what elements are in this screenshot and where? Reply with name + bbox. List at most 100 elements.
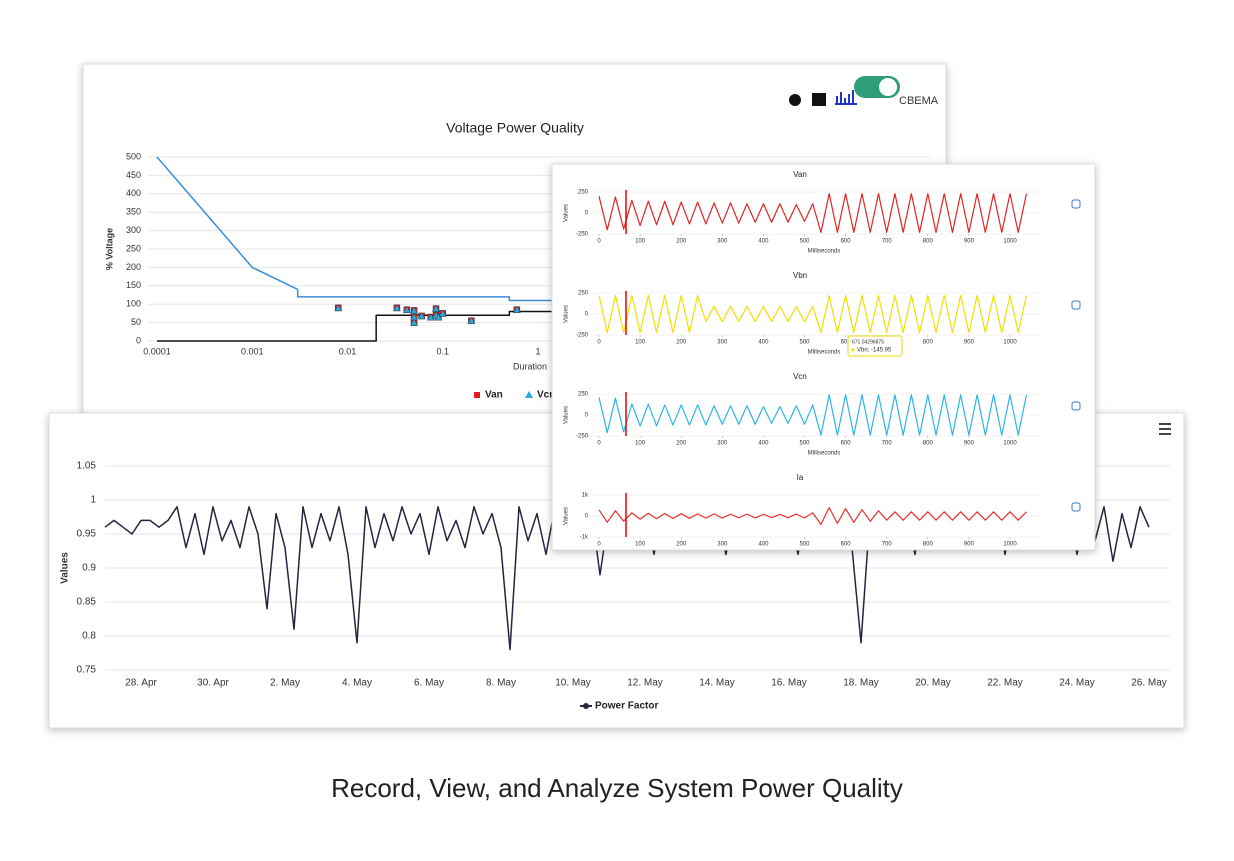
- series-toggle[interactable]: [1071, 502, 1081, 512]
- x-tick-label: 900: [964, 340, 975, 346]
- x-tick-label: 800: [923, 441, 934, 447]
- y-tick-label: 100: [126, 299, 141, 309]
- x-tick-label: 800: [923, 542, 934, 548]
- x-tick-label: 600: [841, 340, 852, 346]
- x-tick-label: 600: [841, 441, 852, 447]
- x-tick-label: 300: [717, 239, 728, 245]
- grid-icon[interactable]: [812, 93, 826, 106]
- chart-icon[interactable]: [835, 90, 857, 105]
- x-tick-label: 18. May: [843, 678, 879, 689]
- y-tick-label: 200: [126, 262, 141, 272]
- legend-label: Vcn: [537, 390, 555, 401]
- x-tick-label: 100: [635, 542, 646, 548]
- x-tick-label: 22. May: [987, 678, 1023, 689]
- x-axis-label: Milliseconds: [808, 350, 841, 356]
- point: [438, 309, 447, 317]
- y-tick-label: 250: [578, 190, 589, 196]
- caption: Record, View, and Analyze System Power Q…: [331, 773, 903, 803]
- y-tick-label: 300: [126, 225, 141, 235]
- x-tick-label: 800: [923, 239, 934, 245]
- y-tick-label: -250: [576, 434, 589, 440]
- x-tick-label: 400: [758, 542, 769, 548]
- toggle-label: CBEMA: [899, 95, 939, 107]
- chart-title: Voltage Power Quality: [446, 120, 584, 136]
- dashboard-icon[interactable]: [789, 94, 801, 106]
- x-tick-label: 26. May: [1131, 678, 1167, 689]
- y-tick-label: 1k: [582, 493, 589, 499]
- x-tick-label: 16. May: [771, 678, 807, 689]
- x-tick-label: 1000: [1003, 239, 1017, 245]
- y-tick-label: 0: [136, 335, 141, 345]
- x-tick-label: 200: [676, 441, 687, 447]
- x-tick-label: 100: [635, 340, 646, 346]
- x-tick-label: 4. May: [342, 678, 372, 689]
- x-tick-label: 500: [799, 239, 810, 245]
- point: [334, 303, 343, 312]
- y-tick-label: 0: [585, 514, 589, 520]
- x-axis-label: Milliseconds: [808, 451, 841, 457]
- point: [512, 305, 521, 313]
- series-toggle[interactable]: [1071, 199, 1081, 209]
- y-axis-label: Values: [564, 204, 570, 222]
- x-tick-label: 0: [597, 441, 601, 447]
- y-axis-label: Values: [564, 406, 570, 424]
- legend-symbol: [474, 392, 480, 398]
- x-tick-label: 500: [799, 340, 810, 346]
- x-tick-label: 30. Apr: [197, 678, 229, 689]
- legend-label: Power Factor: [595, 701, 658, 712]
- x-tick-label: 0.0001: [143, 346, 171, 356]
- y-tick-label: 450: [126, 170, 141, 180]
- x-tick-label: 1000: [1003, 340, 1017, 346]
- x-tick-label: 700: [882, 542, 893, 548]
- tooltip-title: 671.04296875: [852, 339, 884, 345]
- y-tick-label: 0.95: [77, 529, 97, 540]
- chart-title: Van: [793, 170, 807, 179]
- chart-title: Vcn: [793, 372, 807, 381]
- x-tick-label: 100: [635, 239, 646, 245]
- y-tick-label: 150: [126, 280, 141, 290]
- x-tick-label: 28. Apr: [125, 678, 157, 689]
- chart-title: Ia: [797, 473, 804, 482]
- tooltip: [847, 335, 903, 357]
- series-toggle[interactable]: [1071, 401, 1081, 411]
- x-tick-label: 20. May: [915, 678, 951, 689]
- y-tick-label: -250: [576, 232, 589, 238]
- y-axis-label: Values: [564, 507, 570, 525]
- x-tick-label: 700: [882, 239, 893, 245]
- y-tick-label: 1.05: [77, 461, 97, 472]
- x-tick-label: 500: [799, 542, 810, 548]
- x-tick-label: 600: [841, 542, 852, 548]
- point: [417, 311, 426, 320]
- toolbar: CBEMA: [789, 76, 939, 107]
- y-tick-label: -1k: [580, 535, 589, 541]
- tooltip-dot: [851, 348, 855, 352]
- series-line: [598, 294, 1028, 334]
- y-tick-label: -250: [576, 333, 589, 339]
- x-tick-label: 12. May: [627, 678, 663, 689]
- point: [434, 313, 443, 321]
- x-tick-label: 100: [635, 441, 646, 447]
- x-tick-label: 10. May: [555, 678, 591, 689]
- chart-title: Vbn: [793, 271, 807, 280]
- point: [467, 316, 476, 325]
- y-tick-label: 350: [126, 207, 141, 217]
- y-tick-label: 250: [126, 243, 141, 253]
- y-tick-label: 0: [585, 312, 589, 318]
- x-tick-label: 600: [841, 239, 852, 245]
- x-tick-label: 400: [758, 441, 769, 447]
- x-tick-label: 800: [923, 340, 934, 346]
- x-tick-label: 400: [758, 239, 769, 245]
- x-tick-label: 1: [535, 346, 540, 356]
- point: [402, 305, 411, 313]
- legend-symbol: [583, 703, 589, 709]
- series-toggle[interactable]: [1071, 300, 1081, 310]
- x-tick-label: 400: [758, 340, 769, 346]
- menu-icon[interactable]: [1159, 423, 1171, 435]
- x-tick-label: 900: [964, 239, 975, 245]
- y-tick-label: 500: [126, 151, 141, 161]
- x-tick-label: 8. May: [486, 678, 516, 689]
- x-tick-label: 200: [676, 542, 687, 548]
- x-tick-label: 200: [676, 239, 687, 245]
- y-axis-label: Values: [60, 552, 71, 584]
